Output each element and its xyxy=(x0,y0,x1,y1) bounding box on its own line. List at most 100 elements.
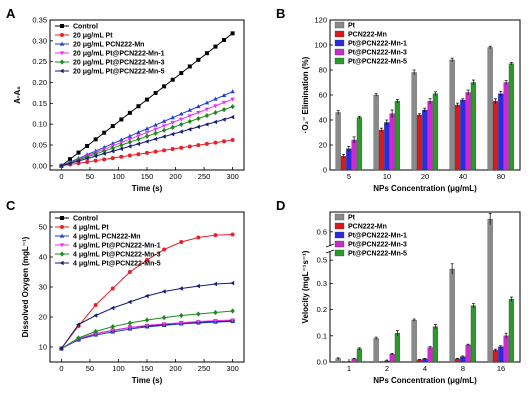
data-point xyxy=(93,158,98,163)
legend-entry: Pt xyxy=(348,215,356,222)
series-1 xyxy=(59,232,235,351)
bar xyxy=(449,268,455,363)
data-point xyxy=(222,37,227,42)
bar xyxy=(492,101,499,171)
legend-marker xyxy=(60,225,64,229)
data-point xyxy=(170,147,175,152)
legend-entry: 4 μg/mL Pt@PCN222-Mn-3 xyxy=(73,252,161,259)
y-tick-label: 30 xyxy=(39,283,47,292)
bar xyxy=(373,94,379,171)
data-point xyxy=(204,107,210,112)
panel-a: A 0 50 100 150 200 250 300 0.00 0.05 0.10 0.15 0.20 0… xyxy=(6,6,245,193)
y-tick-label: 0.5 xyxy=(317,256,327,265)
series-3 xyxy=(59,318,235,351)
bar xyxy=(335,112,341,171)
data-point xyxy=(170,120,175,125)
legend-swatch xyxy=(334,57,345,65)
data-point xyxy=(127,153,132,158)
y-tick-label: 0.0 xyxy=(317,358,327,367)
y-tick-label: 0.05 xyxy=(32,141,47,150)
data-point xyxy=(179,71,184,76)
legend-marker xyxy=(59,260,64,266)
data-point xyxy=(179,117,184,122)
bar xyxy=(351,139,357,171)
data-point xyxy=(230,280,235,286)
y-axis-title: A-A₀ xyxy=(13,86,22,104)
bar xyxy=(465,92,471,171)
y-tick-label: 40 xyxy=(319,116,327,125)
data-point xyxy=(213,233,218,238)
data-point xyxy=(145,258,149,262)
data-point xyxy=(170,77,175,82)
legend-swatch xyxy=(334,222,345,230)
data-point xyxy=(110,305,115,311)
bar xyxy=(465,344,471,363)
y-axis-title: Dissolved Oxygen (mgL⁻¹) xyxy=(21,236,30,337)
x-tick-label: 100 xyxy=(112,172,125,181)
data-point xyxy=(213,309,218,316)
y-tick-label: 10 xyxy=(39,343,47,352)
data-point xyxy=(136,152,141,157)
data-point xyxy=(213,119,218,125)
y-axis-title: ·O₂⁻ Elimination (%) xyxy=(301,56,310,133)
data-point xyxy=(196,104,201,109)
data-point xyxy=(195,124,200,130)
data-point xyxy=(178,129,183,134)
legend-marker xyxy=(60,33,64,37)
legend-entry: 20 μg/mL PCN222-Mn xyxy=(73,42,144,49)
data-point xyxy=(179,321,184,326)
data-point xyxy=(187,64,192,69)
data-point xyxy=(221,92,227,97)
data-point xyxy=(119,154,124,159)
bar xyxy=(389,113,395,171)
bar xyxy=(411,319,417,363)
data-point xyxy=(153,127,158,132)
legend-entry: Pt@PCN222-Mn-5 xyxy=(348,251,407,258)
data-point xyxy=(187,144,192,149)
legend-marker xyxy=(59,233,65,238)
x-tick-label: 2 xyxy=(385,364,389,373)
legend-marker xyxy=(59,243,65,248)
bar xyxy=(432,93,439,171)
y-tick-label: 20 xyxy=(39,313,47,322)
data-point xyxy=(118,146,123,151)
data-point xyxy=(187,107,192,112)
data-point xyxy=(67,157,72,162)
data-point xyxy=(67,161,72,166)
data-point xyxy=(187,114,192,119)
data-point xyxy=(127,299,132,305)
data-point xyxy=(161,134,166,139)
data-point xyxy=(213,281,218,287)
x-tick-label: 4 xyxy=(423,364,427,373)
data-point xyxy=(93,151,98,157)
data-point xyxy=(119,142,124,148)
legend-entry: Control xyxy=(73,24,98,31)
y-tick-label: 20 xyxy=(319,141,327,150)
data-point xyxy=(230,97,235,102)
data-point xyxy=(178,286,183,291)
data-point xyxy=(101,151,106,156)
data-point xyxy=(204,100,210,105)
data-point xyxy=(196,319,201,324)
panel-d: D 0.0 0.1 0.2 0.3 0.5 0.6 1 2 4 8 16 NPs Concentrati… xyxy=(276,198,521,385)
panel-b: B 0 20 40 60 80 100 120 5 10 20 40 80 NPs Concentrati… xyxy=(276,6,521,193)
data-point xyxy=(179,240,184,244)
data-point xyxy=(76,322,81,327)
data-point xyxy=(221,117,226,122)
legend-swatch xyxy=(334,21,345,29)
bar xyxy=(427,101,433,171)
x-tick-label: 150 xyxy=(141,172,154,181)
data-point xyxy=(102,157,107,162)
data-point xyxy=(204,112,210,119)
data-point xyxy=(119,117,124,122)
x-tick-label: 0 xyxy=(59,364,63,373)
data-point xyxy=(110,141,115,146)
legend-swatch xyxy=(334,48,345,56)
data-point xyxy=(179,145,184,150)
data-point xyxy=(221,100,227,105)
data-point xyxy=(144,317,150,323)
y-tick-label: 0.3 xyxy=(317,279,327,288)
x-axis-title: NPs Concentration (μg/mL) xyxy=(373,184,477,193)
data-point xyxy=(136,141,141,147)
